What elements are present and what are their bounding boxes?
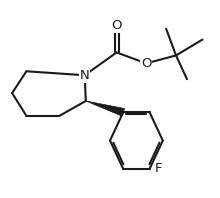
Text: O: O	[111, 19, 122, 32]
Polygon shape	[86, 101, 125, 116]
Text: F: F	[154, 162, 162, 175]
Text: N: N	[80, 69, 90, 82]
Text: O: O	[141, 57, 152, 70]
